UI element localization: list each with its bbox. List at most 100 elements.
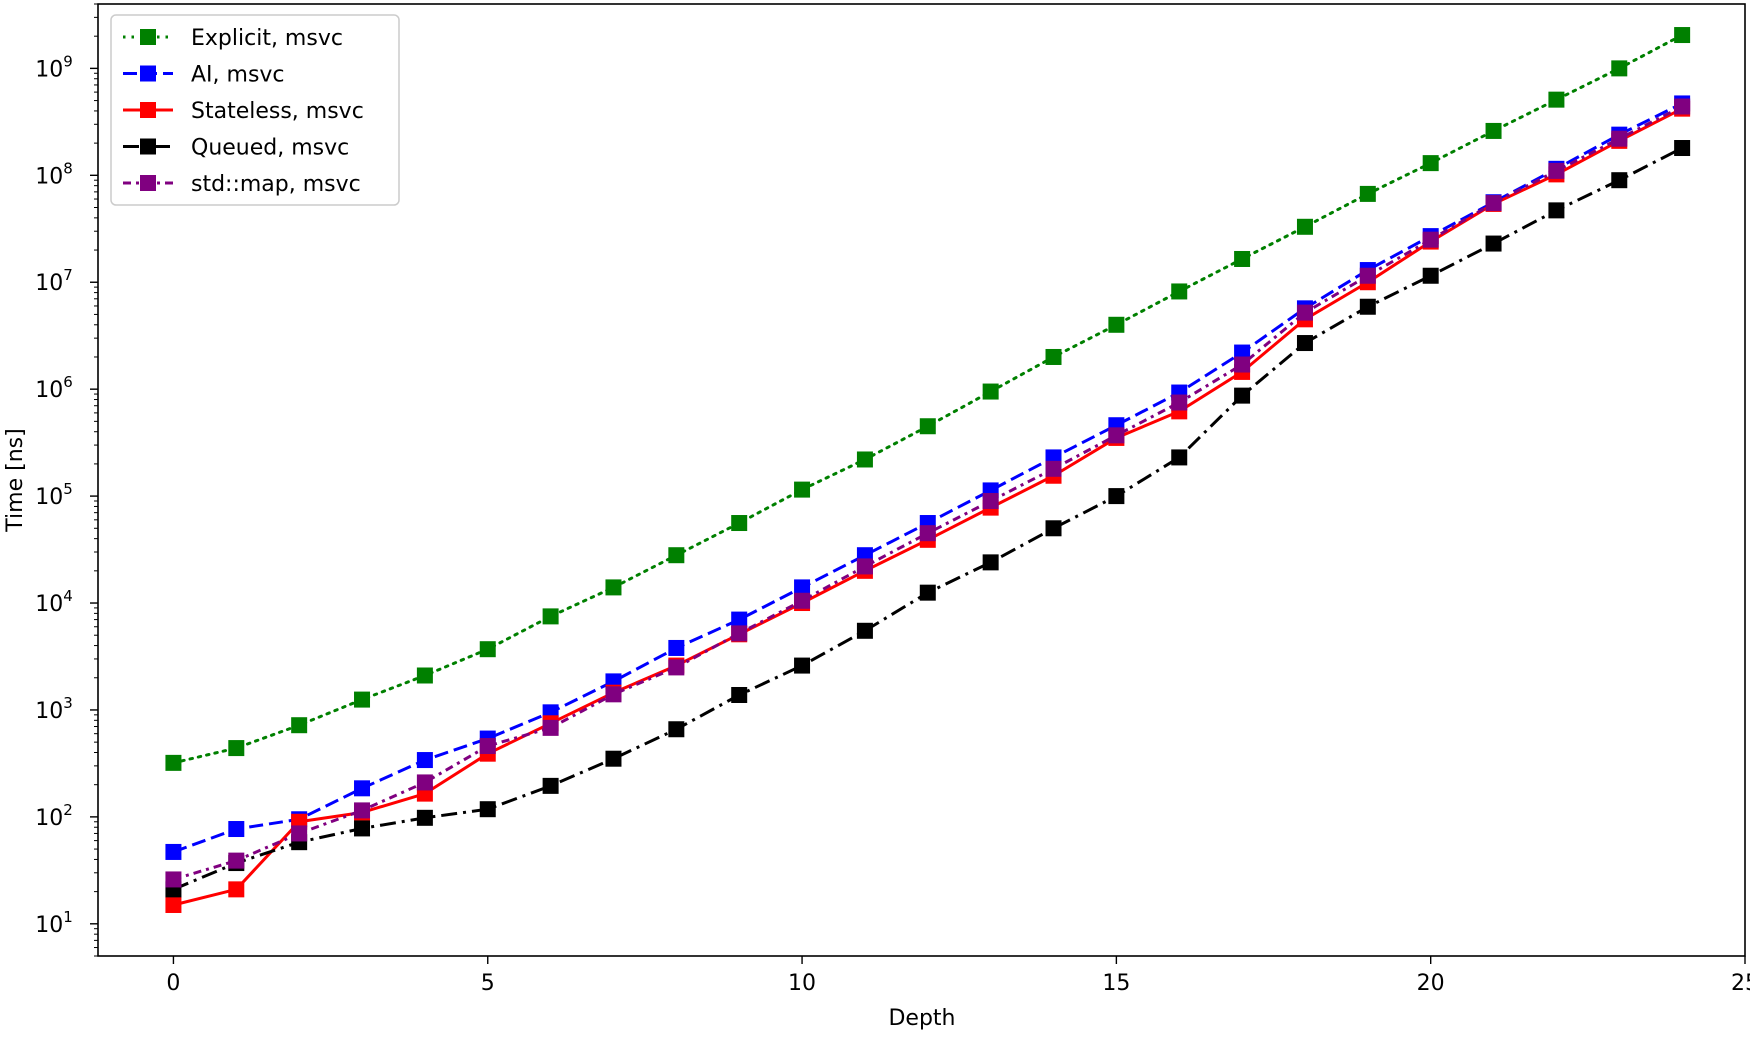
legend-entry: AI, msvc [123,63,285,88]
data-point [1548,162,1565,179]
data-point [1359,185,1376,202]
data-point [982,554,999,571]
data-point [919,418,936,435]
data-point [228,740,245,757]
data-point [856,558,873,575]
legend-label: AI, msvc [191,63,285,88]
data-point [1674,140,1691,157]
data-point [731,686,748,703]
data-point [1611,172,1628,189]
y-tick-label: 101 [35,908,73,938]
legend-marker [140,29,156,45]
data-point [165,843,182,860]
data-point [1422,231,1439,248]
data-point [668,659,685,676]
data-point [228,852,245,869]
x-tick-label: 15 [1102,971,1130,996]
data-point [1045,348,1062,365]
data-point [416,752,433,769]
data-point [354,802,371,819]
y-tick-label: 105 [35,480,73,510]
data-point [228,821,245,838]
data-point [165,871,182,888]
legend: Explicit, msvc AI, msvc Stateless, msvc Que… [110,14,400,206]
y-tick-label: 107 [35,266,73,296]
data-point [668,639,685,656]
data-point [794,592,811,609]
data-point [228,881,245,898]
data-point [542,777,559,794]
data-point [1422,267,1439,284]
data-point [416,809,433,826]
data-point [668,721,685,738]
data-point [291,717,308,734]
data-point [1108,316,1125,333]
data-point [731,611,748,628]
data-point [1045,520,1062,537]
data-point [1674,27,1691,44]
plot-frame [97,3,1746,957]
legend-box [110,14,400,206]
data-point [479,641,496,658]
legend-label: Stateless, msvc [191,99,364,124]
data-point [1359,298,1376,315]
legend-marker [140,65,156,82]
data-point [416,667,433,684]
legend-marker [140,138,156,155]
data-point [794,481,811,498]
data-point [605,750,622,767]
data-point [919,584,936,601]
y-tick-label: 108 [35,159,73,189]
y-tick-label: 109 [35,52,73,82]
data-point [1108,488,1125,505]
legend-label: Queued, msvc [191,136,349,161]
data-point [1296,335,1313,352]
legend-marker [140,175,156,191]
data-point [354,691,371,708]
data-point [982,492,999,509]
data-point [1485,195,1502,212]
data-point [668,547,685,564]
legend-label: std::map, msvc [191,172,361,197]
legend-entry: Explicit, msvc [123,26,343,51]
data-point [1611,130,1628,147]
data-point [1485,235,1502,252]
data-point [1359,267,1376,284]
data-point [1611,60,1628,77]
data-point [1045,460,1062,477]
data-point [731,625,748,642]
data-point [542,608,559,625]
data-point [1171,394,1188,411]
data-point [1234,387,1251,404]
data-point [1171,283,1188,300]
legend-label: Explicit, msvc [191,26,343,51]
data-point [354,820,371,837]
legend-entry: Queued, msvc [123,136,349,161]
y-tick-label: 106 [35,373,73,403]
data-point [165,754,182,771]
data-point [794,657,811,674]
x-tick-label: 5 [481,971,495,996]
data-point [1296,218,1313,235]
x-tick-label: 20 [1417,971,1445,996]
data-point [354,780,371,797]
data-point [731,515,748,532]
data-point [605,686,622,703]
series-line [173,105,1683,881]
y-tick-label: 103 [35,694,73,724]
y-axis-label: Time [ns] [3,428,28,532]
x-axis-label: Depth [888,1006,955,1031]
data-point [856,451,873,468]
x-tick-label: 0 [166,971,180,996]
data-point [165,896,182,913]
data-point [416,774,433,791]
series-line [172,102,1683,854]
data-point [919,525,936,542]
legend-entry: Stateless, msvc [123,99,364,124]
y-tick-label: 102 [35,801,73,831]
data-point [794,579,811,596]
data-point [542,719,559,736]
data-point [1234,356,1251,373]
